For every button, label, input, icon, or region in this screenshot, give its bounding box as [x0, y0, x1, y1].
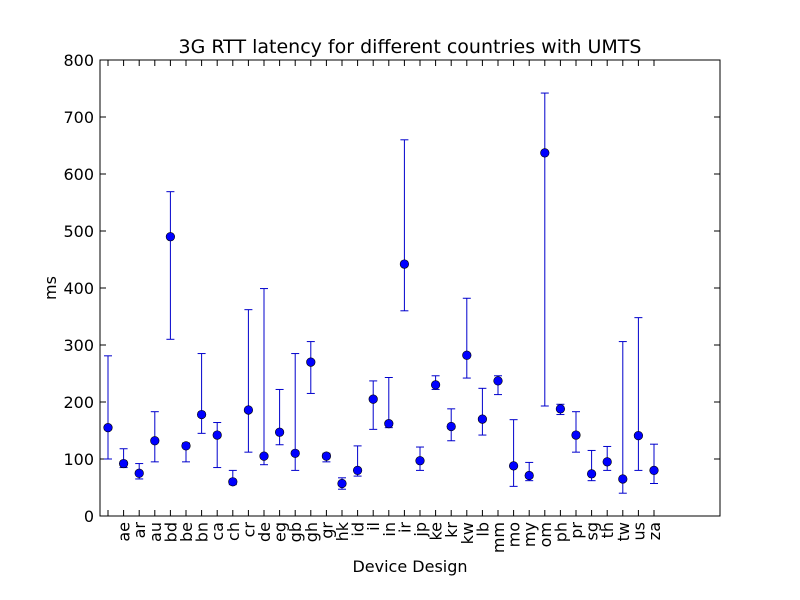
x-tick-label-eg: eg: [271, 522, 290, 542]
data-point-lb: [477, 414, 488, 424]
y-tick-label: 100: [63, 450, 94, 469]
y-tick-label: 300: [63, 336, 94, 355]
data-point-ch: [228, 477, 238, 487]
data-point-bd: [165, 232, 175, 242]
data-point-ph: [555, 404, 566, 414]
y-tick-label: 0: [84, 507, 94, 526]
x-axis-label: Device Design: [352, 557, 467, 576]
data-point: [103, 423, 113, 433]
data-point-au: [150, 436, 160, 446]
plot-frame: [99, 59, 721, 517]
data-point-pr: [571, 430, 581, 440]
x-tick-label-gh: gh: [302, 522, 321, 542]
data-point-tw: [618, 474, 628, 484]
data-point-ar: [134, 468, 144, 478]
chart-title: 3G RTT latency for different countries w…: [179, 36, 642, 58]
x-tick-label-de: de: [255, 522, 274, 542]
x-tick-label-be: be: [177, 522, 196, 542]
x-tick-label-ir: ir: [395, 522, 414, 533]
data-point-mm: [493, 376, 503, 386]
data-point-ke: [431, 380, 441, 390]
x-tick-label-ke: ke: [427, 522, 446, 541]
y-tick-label: 600: [63, 165, 94, 184]
x-tick-label-om: om: [536, 522, 555, 547]
data-point-my: [524, 470, 534, 481]
data-point-eg: [275, 427, 285, 437]
y-tick-label: 500: [63, 222, 94, 241]
data-point-gb: [290, 448, 300, 458]
data-point-cr: [243, 405, 253, 415]
x-tick-label-ph: ph: [551, 522, 570, 542]
data-point-ca: [212, 430, 222, 440]
y-axis-label: ms: [41, 276, 60, 300]
y-tick-label: 200: [63, 393, 94, 412]
x-tick-label-my: my: [520, 522, 539, 547]
x-tick-label-cr: cr: [239, 522, 258, 538]
x-tick-label-ca: ca: [208, 522, 227, 541]
data-point-za: [649, 465, 659, 476]
plot-area: 0 100 200 300 400 500 600 700 800 aearaubdbebncac…: [63, 51, 721, 553]
data-point-gr: [321, 451, 332, 461]
x-tick-label-kw: kw: [458, 522, 477, 544]
data-point-hk: [337, 478, 347, 489]
x-tick-label-lb: lb: [473, 522, 492, 537]
data-point-us: [633, 431, 644, 441]
data-point-de: [259, 451, 269, 461]
x-tick-label-gb: gb: [286, 522, 305, 542]
data-point-gh: [306, 357, 316, 367]
x-tick-label-gr: gr: [317, 522, 336, 539]
data-point-mo: [508, 461, 519, 471]
data-point-id: [353, 465, 363, 476]
x-tick-label-tw: tw: [614, 522, 633, 541]
x-tick-label-il: il: [364, 522, 383, 531]
x-tick-label-au: au: [146, 522, 165, 542]
data-point-in: [384, 419, 394, 429]
x-tick-label-ar: ar: [130, 522, 149, 539]
x-tick-label-ch: ch: [224, 522, 243, 541]
data-point-ir: [399, 259, 410, 269]
x-tick-label-kr: kr: [442, 522, 461, 538]
x-tick-label-sg: sg: [583, 522, 602, 541]
data-point-sg: [586, 469, 597, 479]
x-tick-label-us: us: [629, 522, 648, 540]
x-tick-label-ae: ae: [115, 522, 134, 542]
data-point-il: [368, 394, 378, 404]
data-point-kr: [446, 421, 456, 432]
x-tick-label-mm: mm: [489, 522, 508, 553]
y-tick-label: 700: [63, 108, 94, 127]
x-tick-label-hk: hk: [333, 521, 352, 541]
y-tick-label: 400: [63, 279, 94, 298]
data-point-th: [602, 457, 612, 467]
x-tick-label-pr: pr: [567, 522, 586, 539]
x-tick-label-mo: mo: [505, 522, 524, 547]
y-tick-label: 800: [63, 51, 94, 70]
data-point-bn: [197, 409, 207, 420]
x-tick-label-th: th: [598, 522, 617, 538]
x-tick-label-za: za: [645, 522, 664, 540]
data-point-be: [181, 441, 191, 451]
x-tick-label-id: id: [349, 522, 368, 537]
x-tick-label-bn: bn: [193, 522, 212, 542]
x-tick-label-bd: bd: [161, 522, 180, 542]
x-tick-label-jp: jp: [411, 522, 430, 538]
data-point-kw: [462, 350, 472, 360]
data-point-om: [540, 148, 550, 158]
data-point-ae: [118, 458, 129, 469]
x-tick-label-in: in: [380, 522, 399, 537]
data-point-jp: [415, 456, 425, 466]
